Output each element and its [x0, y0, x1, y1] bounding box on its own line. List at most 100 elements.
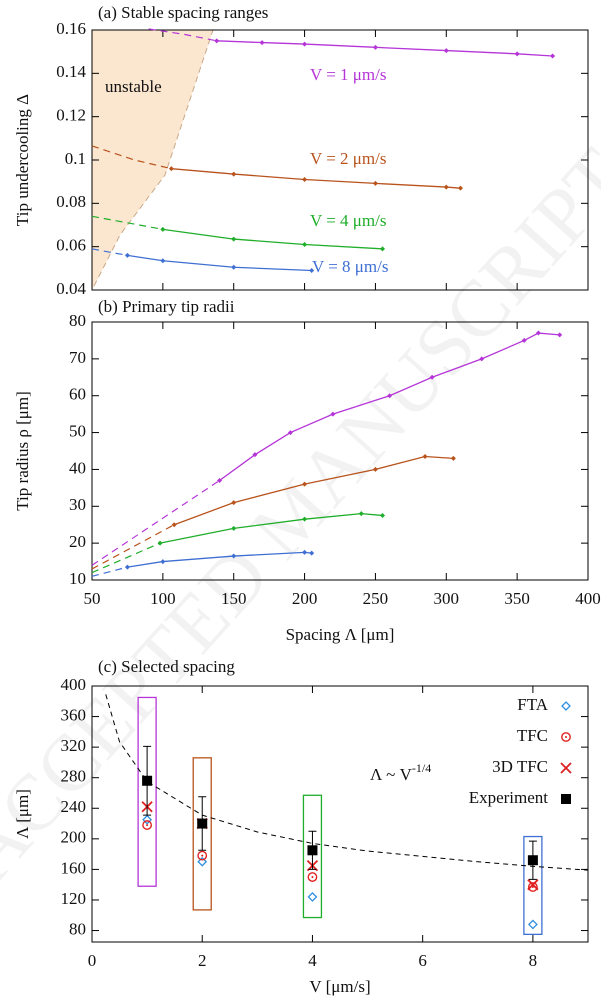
x-tick-label: 250: [363, 589, 389, 608]
y-tick-label: 240: [61, 797, 87, 816]
watermark: ACCEPTED MANUSCRIPT: [0, 133, 601, 897]
range-box: [523, 835, 543, 936]
data-point: [550, 53, 556, 59]
data-point: [160, 258, 166, 264]
data-point-dot: [531, 885, 534, 888]
legend-label: Experiment: [469, 788, 549, 807]
series-line: [162, 228, 383, 250]
series-line: [171, 168, 461, 189]
y-tick-label: 400: [61, 675, 87, 694]
x-tick-label: 150: [221, 589, 247, 608]
y-tick-label: 0.06: [56, 236, 86, 255]
data-point: [479, 356, 485, 362]
legend-marker: [560, 762, 572, 774]
data-point: [197, 850, 208, 861]
data-point: [259, 40, 265, 46]
fit-curve: [105, 694, 589, 871]
y-tick-label: 0.12: [56, 106, 86, 125]
panel-title: (b) Primary tip radii: [98, 297, 235, 316]
fit-label: Λ ~ V-1/4: [370, 761, 431, 784]
data-point: [124, 564, 130, 570]
data-point: [422, 454, 428, 460]
data-point: [429, 374, 435, 380]
data-point: [231, 171, 237, 177]
data-point: [307, 891, 318, 902]
series-label: V = 4 μm/s: [310, 211, 386, 230]
series-line: [173, 455, 454, 526]
data-point: [302, 516, 308, 522]
series-line: [127, 254, 312, 272]
x-tick-label: 8: [529, 951, 538, 970]
data-point: [309, 268, 315, 273]
x-tick-label: 50: [84, 589, 101, 608]
series-label: V = 1 μm/s: [310, 65, 386, 84]
plot-frame: [91, 29, 589, 291]
legend-symbol: [561, 701, 571, 711]
data-point: [302, 549, 308, 555]
y-tick-label: 0.16: [56, 19, 86, 38]
data-point: [157, 540, 163, 546]
y-tick-label: 280: [61, 767, 87, 786]
y-tick-label: 60: [69, 385, 86, 404]
legend-marker: [561, 794, 571, 804]
range-box: [302, 794, 323, 919]
data-point: [124, 252, 130, 258]
data-point: [197, 856, 208, 867]
data-point: [372, 44, 378, 50]
data-point-dot: [146, 824, 149, 827]
data-point: [380, 513, 386, 518]
plot-frame: [91, 685, 589, 943]
data-point: [307, 872, 318, 882]
x-tick-label: 2: [198, 951, 207, 970]
data-point: [309, 550, 315, 556]
annotation: unstable: [105, 77, 162, 96]
data-point: [231, 525, 237, 531]
data-point: [302, 41, 308, 47]
data-point: [252, 452, 258, 458]
data-point: [168, 166, 174, 172]
data-point: [231, 264, 237, 270]
x-tick-label: 100: [150, 589, 176, 608]
y-tick-label: 50: [69, 421, 86, 440]
x-axis-label: Spacing Λ [μm]: [286, 625, 395, 644]
y-tick-label: 80: [69, 919, 86, 938]
y-axis-label: Tip undercooling Δ: [13, 94, 32, 226]
data-point-dot: [311, 876, 314, 879]
x-tick-label: 0: [88, 951, 97, 970]
data-point: [527, 855, 538, 866]
y-tick-label: 70: [69, 348, 86, 367]
extrapolation-line: [91, 524, 175, 570]
y-tick-label: 200: [61, 828, 87, 847]
legend-label: FTA: [517, 695, 548, 714]
data-point: [302, 177, 308, 182]
data-point: [231, 500, 237, 506]
data-point: [214, 38, 220, 44]
data-point: [231, 236, 237, 242]
data-point: [142, 775, 153, 786]
data-point: [142, 820, 153, 830]
x-tick-label: 6: [418, 951, 427, 970]
data-point-dot: [201, 854, 204, 857]
plot-frame: [91, 321, 589, 581]
x-tick-label: 300: [434, 589, 460, 608]
data-point: [287, 430, 293, 436]
data-point: [197, 818, 208, 829]
y-tick-label: 30: [69, 495, 86, 514]
data-point: [527, 879, 539, 891]
data-point: [307, 845, 318, 856]
x-tick-label: 350: [504, 589, 530, 608]
y-axis-label: Tip radius ρ [μm]: [13, 391, 32, 510]
legend-symbol-dot: [565, 736, 567, 738]
data-point: [372, 466, 378, 472]
data-point: [443, 184, 449, 190]
data-point: [160, 226, 166, 232]
extrapolation-line: [91, 479, 220, 566]
legend-symbol: [561, 732, 571, 742]
data-point: [443, 48, 449, 54]
data-point: [527, 919, 538, 930]
data-point: [302, 481, 308, 487]
legend-symbol: [561, 794, 571, 804]
y-tick-label: 320: [61, 736, 87, 755]
y-tick-label: 120: [61, 889, 87, 908]
